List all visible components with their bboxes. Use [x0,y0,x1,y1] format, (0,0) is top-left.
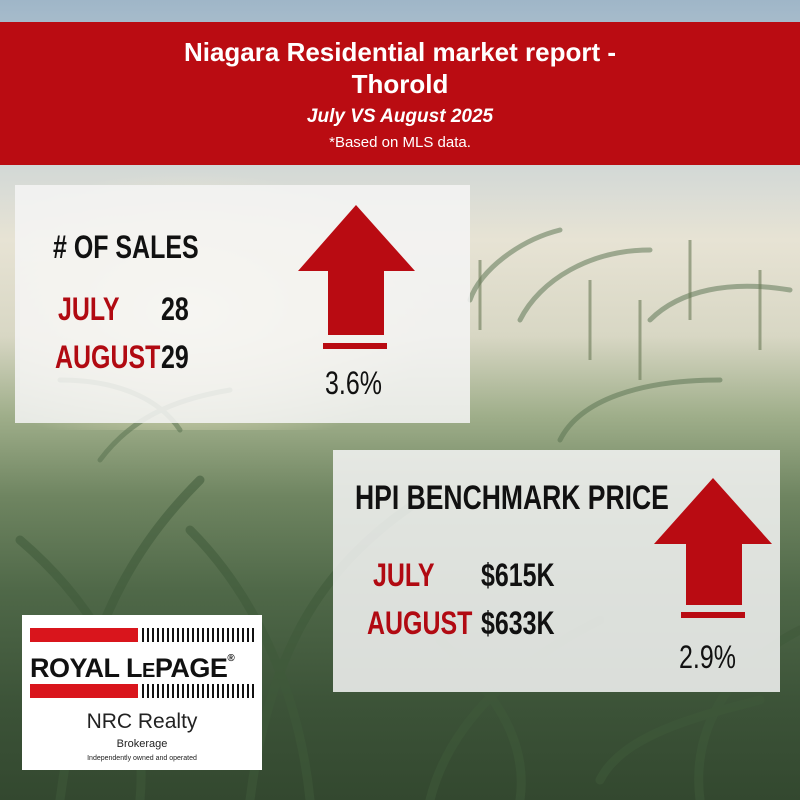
hpi-panel: HPI BENCHMARK PRICE JULY $615K AUGUST $6… [333,450,780,692]
hpi-july-value: $615K [481,557,555,593]
data-source-note: *Based on MLS data. [329,134,471,151]
logo-tagline: Independently owned and operated [87,755,197,762]
hpi-heading: HPI BENCHMARK PRICE [355,479,669,517]
logo-barcode-top [142,628,254,642]
royal-lepage-logo: ROYAL LEPAGE® NRC Realty Brokerage Indep… [22,615,262,770]
sales-change-percent: 3.6% [325,365,382,401]
report-title-line1: Niagara Residential market report - [183,37,617,67]
arrow-up-icon [298,205,415,349]
sales-august-label: AUGUST [55,339,161,375]
logo-wordmark: ROYAL LEPAGE® [30,653,235,683]
sales-august-value: 29 [161,339,189,375]
hpi-august-label: AUGUST [367,605,473,641]
logo-office-name: NRC Realty [86,710,198,733]
sales-panel: # OF SALES JULY 28 AUGUST 29 3.6% [15,185,470,423]
hpi-july-label: JULY [373,557,435,593]
hpi-change-percent: 2.9% [679,639,736,675]
report-title-line2: Thorold [351,69,449,99]
logo-barcode-bottom [142,684,254,698]
report-subtitle: July VS August 2025 [306,106,494,127]
logo-red-bar-bottom [30,684,138,698]
sales-heading: # OF SALES [53,229,199,265]
arrow-up-icon [654,478,772,618]
report-title: Niagara Residential market report - Thor… [0,22,800,100]
logo-brokerage: Brokerage [116,738,168,750]
sales-july-value: 28 [161,291,189,327]
sales-july-label: JULY [58,291,120,327]
report-header: Niagara Residential market report - Thor… [0,22,800,165]
hpi-august-value: $633K [481,605,555,641]
logo-red-bar-top [30,628,138,642]
